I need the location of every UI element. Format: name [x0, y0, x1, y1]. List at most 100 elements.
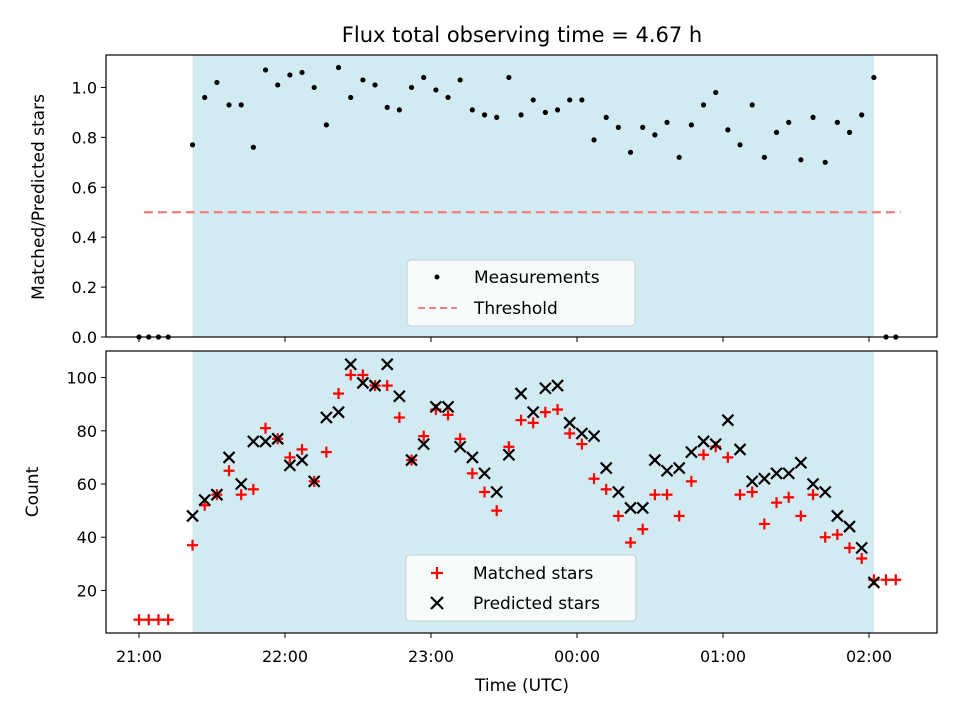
legend-threshold-label: Threshold — [473, 299, 558, 319]
predicted-star-point — [587, 429, 601, 443]
matched-star-point — [466, 467, 478, 479]
predicted-star-point — [320, 411, 333, 424]
predicted-star-point — [429, 400, 443, 414]
measurement-point — [591, 137, 597, 143]
predicted-star-point — [514, 387, 528, 400]
predicted-star-point — [210, 488, 224, 501]
predicted-star-point — [575, 427, 589, 440]
matched-star-point — [746, 486, 758, 498]
predicted-star-point — [843, 520, 856, 533]
measurement-point — [518, 112, 524, 118]
predicted-star-point — [417, 437, 430, 451]
matched-star-point — [162, 614, 174, 626]
matched-star-point — [880, 574, 892, 586]
top-y-axis-label: Matched/Predicted stars — [29, 94, 49, 300]
measurement-point — [335, 64, 342, 71]
matched-star-point — [856, 553, 868, 565]
matched-star-point — [576, 438, 588, 450]
measurement-point — [749, 102, 755, 108]
predicted-star-point — [770, 467, 783, 480]
predicted-star-point — [478, 467, 491, 480]
predicted-star-point — [612, 485, 625, 499]
predicted-star-point — [660, 464, 674, 477]
matched-star-point — [260, 422, 272, 434]
matched-star-point — [722, 451, 734, 463]
predicted-star-point — [539, 381, 552, 395]
matched-star-point — [393, 412, 405, 424]
predicted-star-point — [867, 576, 881, 589]
matched-star-point — [515, 414, 527, 426]
x-tick-label: 22:00 — [262, 647, 308, 666]
x-tick-label: 02:00 — [846, 647, 892, 666]
measurement-point — [433, 87, 439, 93]
measurement-point — [408, 84, 415, 91]
legend-measurements-label: Measurements — [474, 268, 600, 288]
measurement-point — [786, 119, 792, 125]
matched-star-point — [357, 369, 369, 381]
predicted-star-point — [405, 453, 418, 467]
matched-star-point — [649, 489, 661, 501]
predicted-star-point — [599, 461, 613, 475]
matched-star-point — [187, 539, 199, 551]
predicted-star-point — [709, 437, 722, 451]
predicted-star-point — [672, 461, 686, 475]
matched-star-point — [600, 483, 612, 495]
measurement-point — [323, 122, 329, 128]
measurement-points — [136, 64, 899, 340]
y-tick-label: 100 — [66, 369, 97, 388]
predicted-star-point — [624, 501, 637, 515]
matched-star-point — [890, 574, 902, 586]
matched-star-point — [247, 483, 259, 495]
bottom-legend: Matched stars Predicted stars — [405, 554, 637, 622]
measurement-point — [834, 119, 840, 125]
measurement-point — [262, 67, 269, 73]
predicted-star-point — [758, 472, 771, 485]
predicted-star-point — [356, 376, 370, 390]
matched-star-point — [807, 489, 819, 501]
measurement-point — [530, 97, 536, 103]
matched-star-point — [333, 388, 345, 400]
y-tick-label: 0.4 — [72, 228, 97, 247]
measurement-point — [469, 107, 475, 113]
measurement-point — [725, 127, 731, 133]
predicted-star-point — [697, 435, 710, 448]
measurement-point — [822, 159, 828, 165]
predicted-star-point — [380, 358, 394, 371]
matched-star-point — [758, 518, 770, 530]
measurement-point — [664, 119, 670, 125]
measurement-point — [567, 97, 573, 103]
measurement-point — [445, 94, 451, 101]
x-tick-label: 21:00 — [116, 647, 162, 666]
predicted-star-point — [332, 405, 345, 419]
measurement-point — [579, 97, 585, 103]
x-axis-label: Time (UTC) — [474, 676, 569, 696]
measurement-point — [859, 112, 865, 118]
measurement-point — [713, 89, 719, 96]
predicted-stars-points — [186, 358, 881, 589]
measurement-point — [554, 107, 561, 113]
legend-matched-label: Matched stars — [473, 564, 593, 584]
measurement-point — [615, 124, 621, 130]
y-tick-label: 80 — [77, 422, 97, 441]
matched-star-point — [381, 380, 393, 392]
predicted-star-point — [466, 451, 479, 464]
measurement-point — [457, 77, 463, 83]
measurement-point — [214, 79, 220, 86]
matched-star-point — [235, 489, 247, 501]
predicted-star-point — [526, 405, 540, 419]
matched-star-point — [673, 510, 685, 522]
predicted-star-point — [368, 379, 382, 392]
predicted-star-point — [234, 477, 248, 491]
matched-star-point — [418, 430, 430, 442]
measurement-point — [421, 74, 427, 81]
y-tick-label: 0.6 — [72, 178, 97, 197]
y-tick-label: 20 — [77, 581, 97, 600]
matched-star-point — [442, 409, 454, 421]
measurement-point — [360, 77, 366, 83]
matched-star-point — [552, 404, 564, 416]
predicted-star-point — [818, 485, 832, 499]
predicted-star-point — [721, 413, 735, 427]
matched-star-point — [454, 433, 466, 445]
matched-star-point — [564, 427, 576, 439]
y-tick-label: 1.0 — [72, 78, 97, 97]
